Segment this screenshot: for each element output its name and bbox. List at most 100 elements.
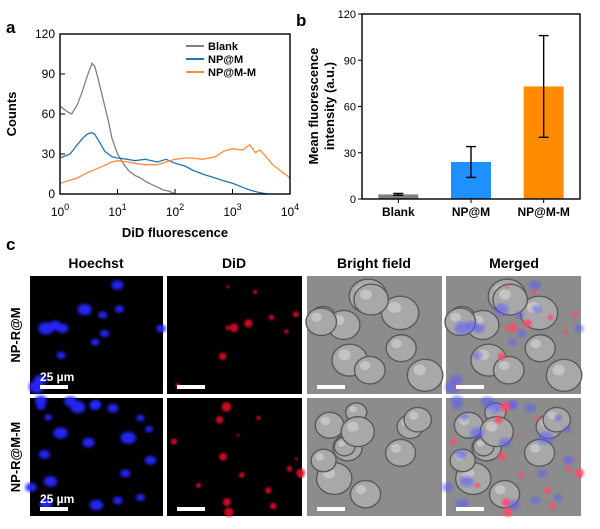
micrograph-1-2 (307, 398, 442, 516)
scale-bar-label: 25 µm (40, 370, 74, 384)
did-signal (218, 352, 227, 361)
nucleus (460, 476, 474, 487)
nucleus (82, 437, 95, 448)
panel-letter-c: c (6, 235, 15, 254)
nucleus (530, 496, 541, 505)
did-signal (504, 325, 510, 331)
histogram-y-tick-label: 90 (42, 67, 56, 81)
nucleus (89, 401, 101, 410)
did-signal (269, 502, 277, 510)
cell-highlight (450, 312, 462, 322)
histogram-x-tick-label: 101 (108, 202, 126, 219)
nucleus (64, 396, 77, 407)
micrograph-background (167, 276, 302, 394)
micrograph-0-2 (305, 276, 444, 394)
nucleus (499, 437, 512, 448)
nucleus (574, 324, 584, 333)
cell-highlight (413, 364, 426, 376)
row-header-0: NP-R@M (8, 307, 23, 362)
cell-highlight (498, 360, 510, 371)
legend-label-0: Blank (208, 41, 239, 53)
cell-highlight (530, 339, 541, 349)
bar-0 (378, 194, 419, 199)
did-signal (565, 465, 572, 472)
nucleus (111, 280, 124, 290)
did-signal (573, 457, 578, 461)
cell-outline (310, 448, 337, 473)
nucleus (469, 427, 485, 439)
nucleus (441, 482, 453, 492)
nucleus (494, 303, 509, 316)
nucleus (537, 469, 548, 478)
column-header-2: Bright field (337, 255, 411, 271)
did-signal (226, 284, 230, 289)
cell-highlight (337, 440, 346, 447)
bar-y-tick-label: 30 (344, 148, 356, 160)
cell-outline (314, 411, 345, 439)
scale-bar-label: 25 µm (40, 492, 74, 506)
histogram-series-0 (60, 62, 176, 194)
nucleus (450, 395, 464, 406)
bar-y-tick-label: 60 (344, 102, 356, 114)
did-signal (518, 472, 524, 478)
cell-outline (353, 283, 389, 316)
did-signal (544, 487, 551, 494)
bar-y-axis-title-line1: Mean fluorescence (306, 47, 321, 164)
did-signal (523, 319, 532, 328)
nucleus (506, 499, 521, 511)
nucleus (473, 351, 483, 359)
nucleus (553, 414, 563, 422)
microscopy-grid: Hoechst DiD Bright field Merged NP-R@M NP-R@M… (8, 255, 585, 517)
did-signal (224, 507, 234, 517)
nucleus (538, 431, 554, 445)
bar-y-tick-label: 0 (350, 194, 356, 206)
did-signal (219, 452, 228, 461)
did-signal (256, 415, 261, 421)
cell-highlight (391, 339, 402, 349)
nucleus (120, 469, 131, 478)
cell-outline (406, 358, 444, 392)
nucleus (28, 380, 45, 394)
cell-highlight (355, 485, 367, 495)
nucleus (532, 305, 542, 313)
did-signal (286, 465, 293, 472)
did-signal (535, 415, 540, 421)
nucleus (120, 431, 136, 445)
histogram-y-axis-title: Counts (4, 92, 19, 137)
bar-category-label: NP@M-M (517, 205, 569, 219)
nucleus (516, 329, 527, 338)
nucleus (562, 455, 575, 465)
bar-category-label: Blank (382, 205, 415, 219)
scale-bar (177, 385, 205, 389)
did-signal (575, 468, 585, 478)
nucleus (43, 476, 58, 487)
did-signal (503, 507, 513, 517)
micrograph-background (30, 276, 163, 394)
panel-letter-a: a (6, 18, 16, 37)
cell-outline (403, 406, 433, 433)
did-signal (548, 502, 556, 510)
nucleus (455, 498, 469, 510)
cell-highlight (388, 301, 402, 313)
micrograph-1-0: 25 µm (25, 395, 163, 516)
nucleus (90, 338, 100, 346)
did-signal (195, 482, 202, 488)
nucleus (156, 324, 167, 333)
bar-y-tick-label: 120 (338, 9, 356, 21)
cell-highlight (346, 421, 359, 432)
histogram-series-2 (60, 143, 290, 184)
nucleus (107, 403, 119, 413)
histogram-x-axis-title: DiD fluorescence (122, 225, 228, 240)
cell-outline (385, 334, 417, 363)
histogram-y-tick-label: 60 (42, 107, 56, 121)
bar-y-axis-title-line2: intensity (a.u.) (322, 62, 337, 150)
did-signal (222, 498, 231, 507)
scale-bar (456, 385, 484, 389)
cell-highlight (408, 411, 419, 420)
cell-highlight (360, 289, 373, 300)
cell-outline (492, 355, 525, 385)
scale-bar (40, 385, 68, 389)
nucleus (144, 455, 157, 465)
did-signal (508, 323, 518, 333)
